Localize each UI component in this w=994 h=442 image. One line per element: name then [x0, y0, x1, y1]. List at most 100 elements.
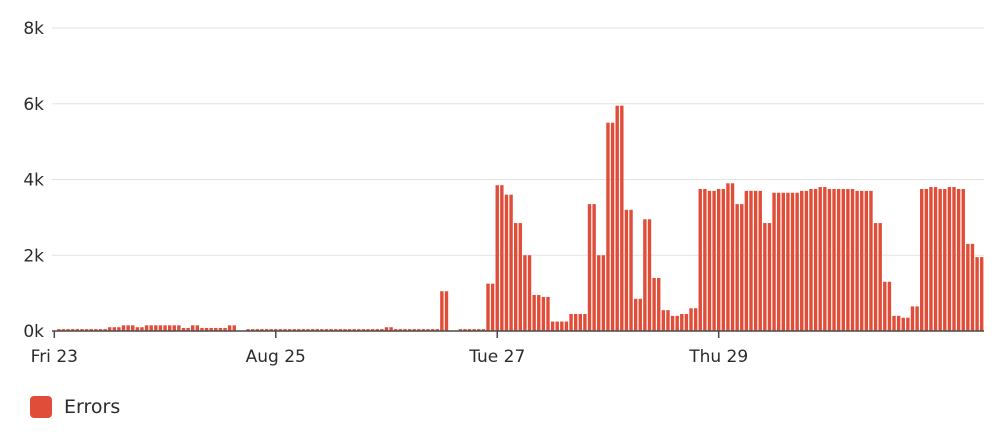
- bar[interactable]: [920, 188, 924, 331]
- bar[interactable]: [790, 192, 795, 331]
- bar[interactable]: [952, 187, 956, 331]
- bar[interactable]: [135, 327, 140, 331]
- bar[interactable]: [61, 329, 66, 331]
- bar[interactable]: [269, 329, 273, 331]
- bar[interactable]: [260, 329, 264, 331]
- bar[interactable]: [444, 291, 449, 331]
- bar[interactable]: [809, 188, 813, 331]
- bar[interactable]: [657, 277, 661, 331]
- bar[interactable]: [121, 325, 126, 331]
- bar[interactable]: [850, 188, 855, 331]
- bar[interactable]: [836, 188, 841, 331]
- bar[interactable]: [910, 306, 915, 331]
- bar[interactable]: [274, 329, 278, 331]
- bar[interactable]: [638, 298, 642, 331]
- bar[interactable]: [707, 190, 712, 331]
- bar[interactable]: [495, 185, 499, 331]
- bar[interactable]: [800, 190, 804, 331]
- bar[interactable]: [721, 188, 726, 331]
- bar[interactable]: [324, 329, 329, 331]
- bar[interactable]: [781, 192, 786, 331]
- bar[interactable]: [403, 329, 407, 331]
- bar[interactable]: [749, 190, 753, 331]
- bar[interactable]: [389, 327, 393, 331]
- bar[interactable]: [467, 329, 472, 331]
- bar[interactable]: [232, 325, 236, 331]
- bar[interactable]: [255, 329, 260, 331]
- bar[interactable]: [140, 327, 144, 331]
- bar[interactable]: [643, 219, 647, 331]
- bar[interactable]: [592, 204, 596, 331]
- bar[interactable]: [767, 223, 772, 331]
- bar[interactable]: [412, 329, 416, 331]
- bar[interactable]: [887, 281, 892, 331]
- bar[interactable]: [486, 283, 490, 331]
- bar[interactable]: [929, 187, 933, 331]
- bar[interactable]: [338, 329, 343, 331]
- bar[interactable]: [329, 329, 333, 331]
- bar[interactable]: [966, 243, 970, 331]
- bar[interactable]: [712, 190, 716, 331]
- bar[interactable]: [786, 192, 790, 331]
- bar[interactable]: [532, 295, 536, 331]
- bar[interactable]: [361, 329, 366, 331]
- legend[interactable]: Errors: [30, 396, 120, 418]
- bar[interactable]: [504, 194, 509, 331]
- bar[interactable]: [107, 327, 112, 331]
- bar[interactable]: [537, 295, 541, 331]
- bar[interactable]: [209, 327, 213, 331]
- bar[interactable]: [597, 255, 601, 331]
- bar[interactable]: [633, 298, 638, 331]
- bar[interactable]: [472, 329, 476, 331]
- bar[interactable]: [680, 313, 684, 331]
- bar[interactable]: [689, 308, 693, 331]
- bar[interactable]: [776, 192, 781, 331]
- bar[interactable]: [103, 329, 107, 331]
- bar[interactable]: [89, 329, 93, 331]
- bar[interactable]: [578, 313, 582, 331]
- bar[interactable]: [915, 306, 919, 331]
- bar[interactable]: [75, 329, 80, 331]
- bar[interactable]: [832, 188, 836, 331]
- bar[interactable]: [375, 329, 379, 331]
- bar[interactable]: [726, 183, 730, 331]
- bar[interactable]: [587, 204, 592, 331]
- bar[interactable]: [435, 329, 439, 331]
- bar[interactable]: [841, 188, 845, 331]
- bar[interactable]: [670, 315, 675, 331]
- bar[interactable]: [126, 325, 130, 331]
- bar[interactable]: [730, 183, 735, 331]
- bar[interactable]: [394, 329, 398, 331]
- bar[interactable]: [57, 329, 61, 331]
- bar[interactable]: [320, 329, 324, 331]
- bar[interactable]: [758, 190, 762, 331]
- bar[interactable]: [555, 321, 559, 331]
- bar[interactable]: [334, 329, 338, 331]
- bar[interactable]: [154, 325, 158, 331]
- bar[interactable]: [943, 188, 947, 331]
- bar[interactable]: [430, 329, 435, 331]
- bar[interactable]: [896, 315, 901, 331]
- bar[interactable]: [860, 190, 864, 331]
- bar[interactable]: [716, 188, 721, 331]
- bar[interactable]: [490, 283, 495, 331]
- bar[interactable]: [172, 325, 176, 331]
- bar[interactable]: [191, 325, 195, 331]
- bar[interactable]: [477, 329, 481, 331]
- bar[interactable]: [818, 187, 822, 331]
- bar[interactable]: [283, 329, 287, 331]
- bar[interactable]: [94, 329, 98, 331]
- bar[interactable]: [204, 327, 209, 331]
- bar[interactable]: [227, 325, 232, 331]
- bar[interactable]: [961, 188, 965, 331]
- bar[interactable]: [846, 188, 850, 331]
- bar[interactable]: [878, 223, 882, 331]
- bar[interactable]: [84, 329, 89, 331]
- bar[interactable]: [938, 188, 942, 331]
- bar[interactable]: [518, 223, 523, 331]
- bar[interactable]: [550, 321, 555, 331]
- bar[interactable]: [753, 190, 758, 331]
- bar[interactable]: [366, 329, 370, 331]
- bar[interactable]: [795, 192, 799, 331]
- bar[interactable]: [407, 329, 412, 331]
